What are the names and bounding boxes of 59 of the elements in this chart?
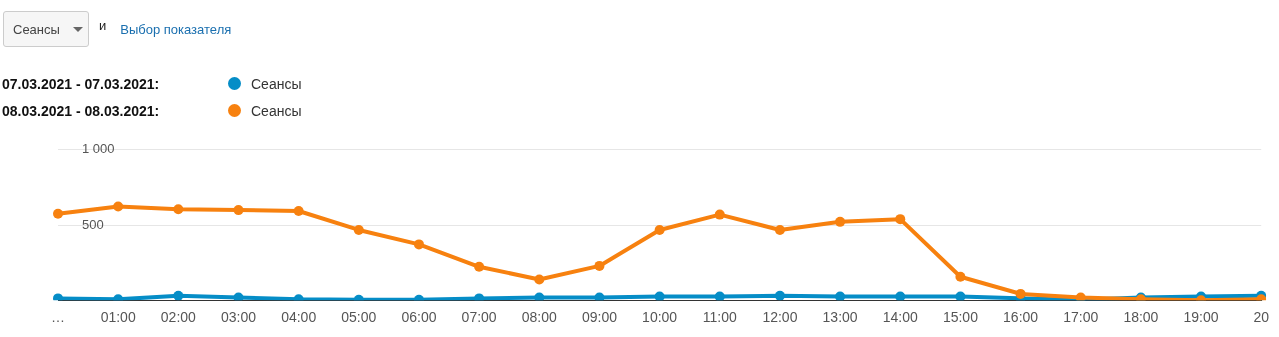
point: [714, 291, 725, 301]
point: [474, 261, 485, 272]
point: [413, 239, 424, 250]
x-tick-label: 03:00: [220, 309, 257, 326]
point: [594, 260, 605, 271]
point: [714, 209, 725, 220]
point: [53, 293, 63, 301]
point: [835, 216, 846, 227]
x-tick-label: 11:00: [702, 309, 737, 326]
x-tick-label: 16:00: [1003, 309, 1039, 326]
legend-label: Сеансы: [251, 75, 302, 92]
x-tick-label: 08:00: [521, 309, 558, 326]
point: [654, 291, 665, 301]
point: [594, 292, 605, 301]
point: [835, 291, 846, 301]
x-tick-label: 05:00: [341, 309, 377, 326]
point: [1015, 288, 1026, 299]
x-tick-label: 19:00: [1183, 309, 1219, 326]
x-tick-label: 04:00: [281, 309, 317, 326]
x-tick-label: 17:00: [1063, 309, 1099, 326]
point: [233, 205, 244, 216]
x-tick-label: 15:00: [942, 309, 979, 326]
text: Выбор показателя: [120, 21, 232, 37]
legend-label: Сеансы: [251, 102, 302, 119]
y-tick-label: 1 000: [82, 141, 115, 157]
y-tick-label: 500: [82, 216, 104, 232]
x-tick-label: 01:00: [100, 309, 136, 326]
x-tick-label: 10:00: [642, 309, 678, 326]
point: [173, 290, 184, 301]
point: [113, 201, 124, 212]
point: [534, 292, 545, 301]
point: [173, 204, 184, 215]
x-tick-label: 14:00: [882, 309, 918, 326]
point: [233, 292, 244, 301]
text: 07.03.2021 - 07.03.2021:: [2, 75, 161, 92]
x-tick-label: 09:00: [581, 309, 618, 326]
point: [293, 206, 304, 217]
x-tick-label: 07:00: [461, 309, 497, 326]
point: [895, 291, 906, 301]
x-tick-label: 13:00: [822, 309, 858, 326]
point: [534, 274, 545, 285]
text: и: [99, 17, 107, 33]
x-tick-label: 02:00: [160, 309, 197, 326]
x-tick-label: 18:00: [1123, 309, 1159, 326]
point: [774, 224, 785, 235]
point: [955, 271, 966, 282]
point: [53, 208, 63, 219]
x-tick-label: 06:00: [401, 309, 437, 326]
x-tick-label: 20: [1253, 309, 1270, 326]
point: [654, 224, 665, 235]
point: [474, 293, 485, 301]
point: [895, 214, 906, 225]
text: 08.03.2021 - 08.03.2021:: [2, 102, 161, 119]
point: [774, 290, 785, 301]
x-tick-label: …: [51, 309, 65, 326]
point: [353, 224, 364, 235]
x-tick-label: 12:00: [762, 309, 798, 326]
point: [955, 291, 966, 301]
text: Сеансы: [13, 21, 60, 37]
